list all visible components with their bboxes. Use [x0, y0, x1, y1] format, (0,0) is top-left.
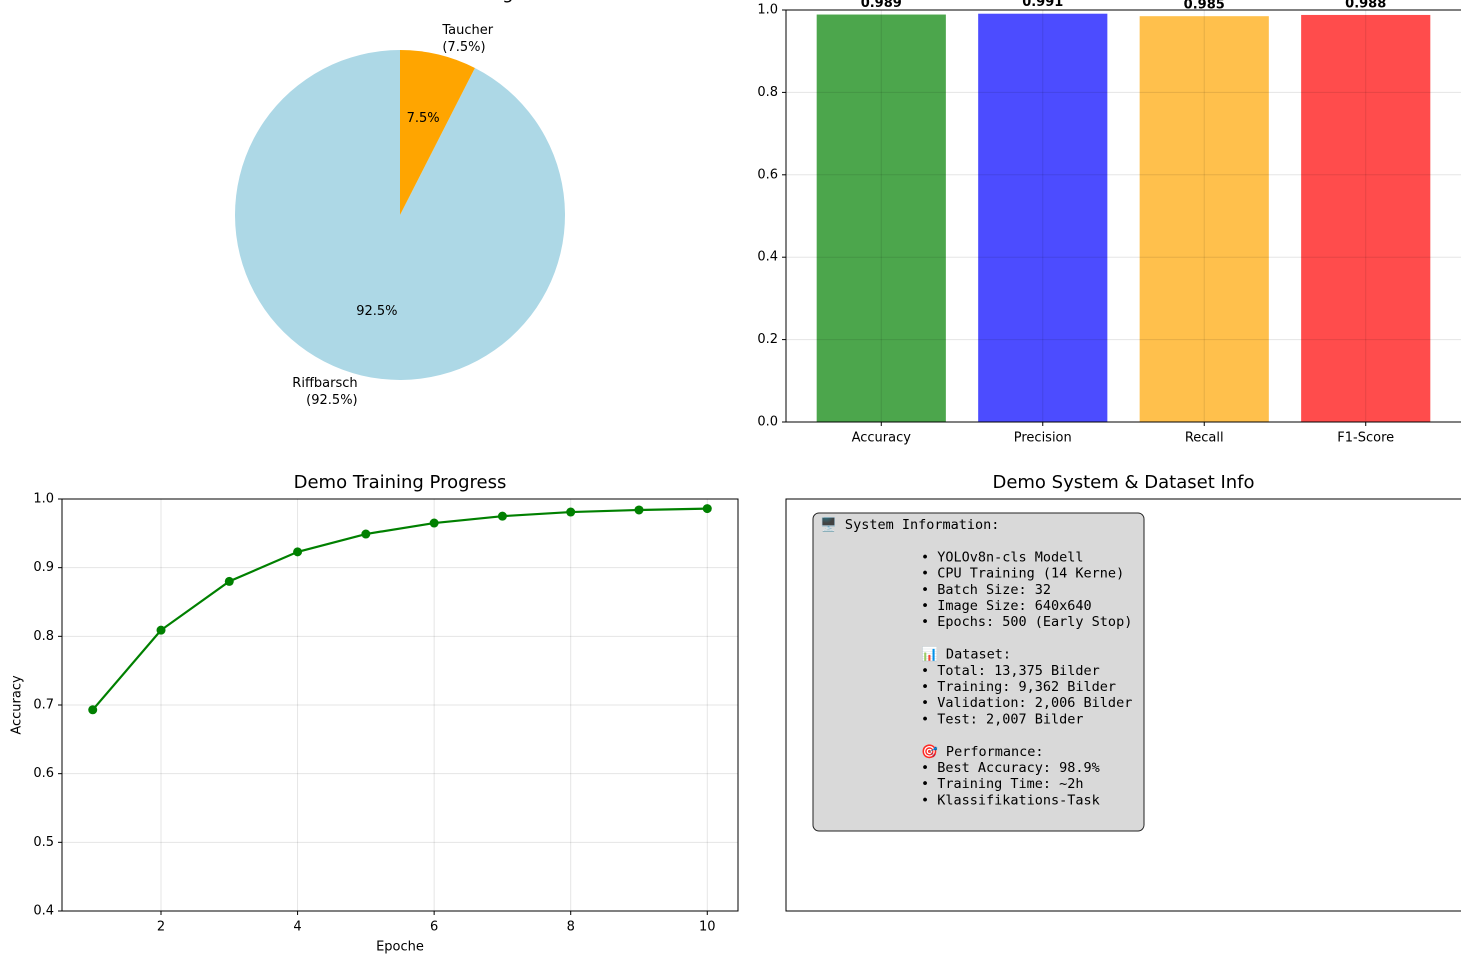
point [293, 547, 303, 557]
info-item: • CPU Training (14 Kerne) [921, 566, 1124, 582]
info-heading: 📊 Dataset: [921, 646, 1011, 663]
y-tick-label: 1.0 [33, 492, 54, 507]
y-tick-label: 0.4 [33, 904, 54, 919]
y-tick-label: 0.6 [33, 766, 54, 781]
x-tick-label: 6 [430, 920, 438, 935]
bar [1301, 14, 1431, 422]
point [702, 504, 712, 514]
info-item: • Epochs: 500 (Early Stop) [921, 614, 1132, 630]
axes-frame [61, 498, 739, 912]
point [566, 507, 576, 517]
y-tick-label: 0.5 [33, 835, 54, 850]
bar-value-label: 0.991 [1022, 0, 1063, 10]
info-box [812, 512, 1145, 832]
x-tick-label: 4 [293, 920, 301, 935]
slice-label: Riffbarsch [292, 376, 357, 391]
x-tick-label: 10 [699, 920, 716, 935]
info-item: • Validation: 2,006 Bilder [921, 695, 1132, 711]
info-item: • Training: 9,362 Bilder [921, 679, 1116, 695]
x-tick-label: 8 [567, 920, 575, 935]
y-tick-label: 1.0 [757, 3, 778, 18]
info-item: • Total: 13,375 Bilder [921, 663, 1100, 679]
y-tick-label: 0.8 [33, 629, 54, 644]
info-item: • Klassifikations-Task [921, 792, 1100, 808]
axes-frame [785, 498, 1461, 912]
pie-slice [234, 50, 565, 380]
info-heading: 🖥️ System Information: [820, 516, 999, 533]
point [88, 705, 98, 715]
info-item: • Best Accuracy: 98.9% [921, 760, 1100, 776]
chart-title: Demo Dataset Verteilung [286, 0, 513, 4]
y-tick-label: 0.4 [757, 250, 778, 265]
point [497, 511, 507, 521]
info-item: • Training Time: ~2h [921, 776, 1084, 792]
y-tick-label: 0.9 [33, 560, 54, 575]
bar-value-label: 0.989 [861, 0, 902, 11]
bar [1139, 16, 1269, 423]
line-series [91, 507, 708, 711]
y-tick-label: 0.0 [757, 415, 778, 430]
y-tick-label: 0.2 [757, 332, 778, 347]
pie-slice [400, 50, 475, 215]
point [224, 576, 234, 586]
slice-label: Taucher [441, 23, 493, 38]
x-tick-label: Precision [1014, 431, 1072, 446]
x-tick-label: Accuracy [852, 431, 912, 446]
y-axis-label: Accuracy [10, 675, 25, 735]
info-heading: 🎯 Performance: [921, 744, 1043, 760]
slice-outer-value: (7.5%) [442, 40, 485, 55]
chart-title: Demo System & Dataset Info [992, 472, 1254, 493]
x-axis-label: Epoche [376, 940, 424, 955]
info-item: • Test: 2,007 Bilder [921, 711, 1084, 727]
x-tick-label: Recall [1185, 431, 1224, 446]
point [429, 518, 439, 528]
chart-title: Demo Model Performance [1007, 0, 1240, 4]
slice-outer-value: (92.5%) [306, 393, 357, 408]
point [361, 529, 371, 539]
x-tick-label: F1-Score [1337, 431, 1394, 446]
y-tick-label: 0.6 [757, 167, 778, 182]
chart-title: Demo Training Progress [294, 472, 507, 493]
point [634, 505, 644, 515]
bar-value-label: 0.988 [1345, 0, 1386, 11]
bar [978, 13, 1108, 422]
y-tick-label: 0.8 [757, 85, 778, 100]
point [156, 625, 166, 635]
info-item: • Image Size: 640x640 [921, 598, 1092, 614]
x-tick-label: 2 [157, 920, 165, 935]
bar [816, 14, 946, 422]
info-item: • YOLOv8n-cls Modell [921, 549, 1084, 565]
slice-value: 7.5% [407, 111, 440, 126]
y-tick-label: 0.7 [33, 698, 54, 713]
slice-value: 92.5% [356, 304, 397, 319]
axes-frame [785, 9, 1461, 423]
info-item: • Batch Size: 32 [921, 582, 1051, 598]
